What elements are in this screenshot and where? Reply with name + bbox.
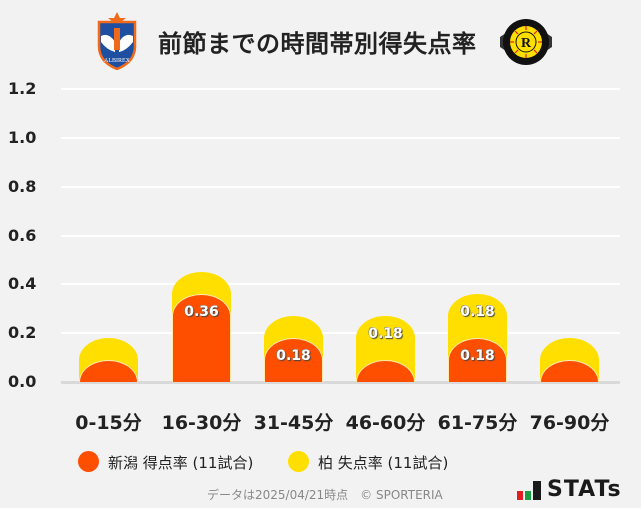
y-axis-tick-label: 1.0	[8, 127, 37, 147]
y-axis-tick-label: 0.6	[8, 225, 37, 245]
bar-value-label-away: 0.18	[368, 326, 403, 343]
stats-brand-text: STATs	[547, 477, 622, 502]
y-axis-tick-label: 0.0	[8, 372, 37, 391]
gridline	[61, 283, 620, 286]
y-axis-tick-label: 0.2	[8, 323, 37, 343]
bar-home-scored[interactable]	[264, 338, 323, 382]
stats-logo: STATs	[517, 477, 632, 502]
chart-header: ALBIREX 前節までの時間帯別得失点率 R	[0, 0, 641, 80]
kashiwa-reysol-crest-icon: R	[500, 19, 552, 65]
gridline	[61, 332, 620, 335]
stats-logo-black-bar-icon	[533, 481, 541, 500]
stats-logo-green-bar-icon	[525, 491, 531, 500]
legend-swatch-away	[288, 451, 309, 472]
bar-home-scored[interactable]	[172, 294, 231, 382]
x-axis-tick-label: 16-30分	[161, 412, 242, 434]
chart-title: 前節までの時間帯別得失点率	[158, 30, 477, 58]
gridline	[61, 88, 620, 90]
gridline	[61, 136, 620, 139]
svg-text:R: R	[521, 36, 532, 51]
bar-value-label-home: 0.36	[184, 304, 219, 321]
bar-home-scored[interactable]	[448, 338, 507, 382]
svg-text:ALBIREX: ALBIREX	[104, 58, 131, 64]
gridline	[61, 185, 620, 188]
bar-value-label-away: 0.18	[460, 304, 495, 321]
y-axis-tick-label: 0.8	[8, 176, 37, 196]
x-axis-tick-label: 46-60分	[345, 412, 426, 434]
legend-swatch-home	[78, 451, 99, 472]
x-axis-tick-label: 76-90分	[529, 412, 610, 434]
x-axis-baseline	[61, 381, 620, 384]
legend-label-away: 柏 失点率 (11試合)	[318, 454, 449, 472]
x-axis-tick-label: 0-15分	[75, 412, 142, 434]
bar-value-label-home: 0.18	[460, 348, 495, 365]
albirex-niigata-crest-icon: ALBIREX	[97, 12, 137, 70]
y-axis-tick-label: 0.4	[8, 274, 37, 294]
data-credit: データは2025/04/21時点 © SPORTERIA	[207, 488, 443, 502]
x-axis-tick-label: 31-45分	[253, 412, 334, 434]
legend-label-home: 新潟 得点率 (11試合)	[108, 454, 254, 472]
gridline	[61, 234, 620, 237]
x-axis-tick-label: 61-75分	[437, 412, 518, 434]
y-axis-tick-label: 1.2	[8, 79, 37, 98]
bar-value-label-home: 0.18	[276, 348, 311, 365]
stats-logo-red-bar-icon	[517, 491, 523, 500]
